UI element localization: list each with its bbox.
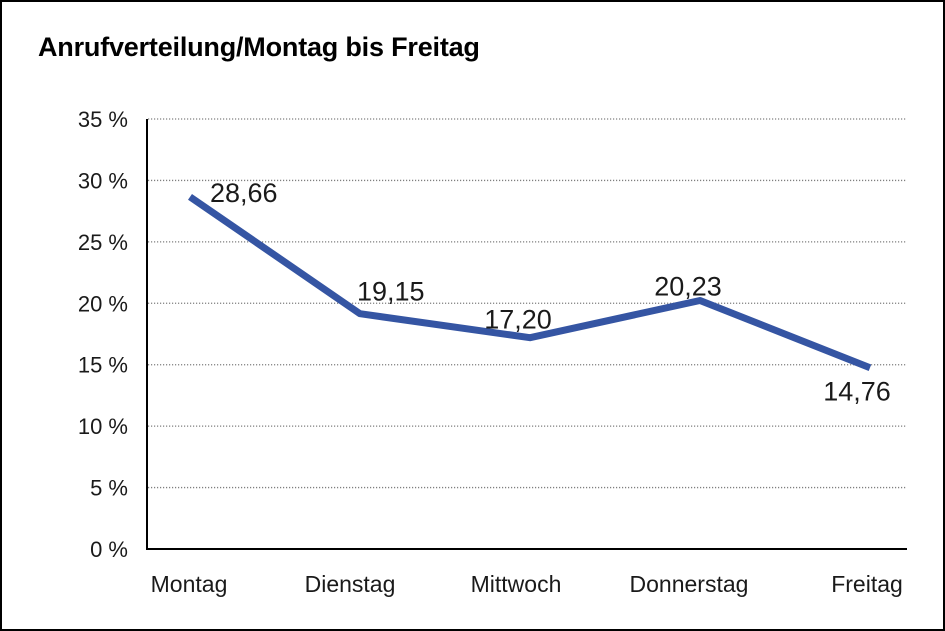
data-point-label: 20,23: [654, 271, 722, 301]
x-category-label: Freitag: [831, 571, 903, 597]
axis-lines: [146, 119, 907, 550]
chart-title: Anrufverteilung/Montag bis Freitag: [38, 32, 480, 62]
data-point-label: 19,15: [357, 277, 425, 307]
y-tick-label: 30 %: [78, 168, 128, 193]
data-line: [188, 194, 872, 371]
x-category-label: Montag: [151, 571, 228, 597]
y-tick-label: 35 %: [78, 107, 128, 132]
y-tick-label: 15 %: [78, 353, 128, 378]
y-tick-label: 10 %: [78, 414, 128, 439]
x-category-label: Donnerstag: [630, 571, 749, 597]
data-point-label: 17,20: [484, 305, 552, 335]
y-tick-label: 20 %: [78, 291, 128, 316]
data-point-label: 28,66: [210, 178, 278, 208]
y-tick-label: 5 %: [90, 476, 128, 501]
y-tick-label: 0 %: [90, 537, 128, 562]
x-category-label: Mittwoch: [471, 571, 562, 597]
y-tick-label: 25 %: [78, 230, 128, 255]
data-point-label: 14,76: [823, 377, 891, 407]
x-category-label: Dienstag: [305, 571, 396, 597]
